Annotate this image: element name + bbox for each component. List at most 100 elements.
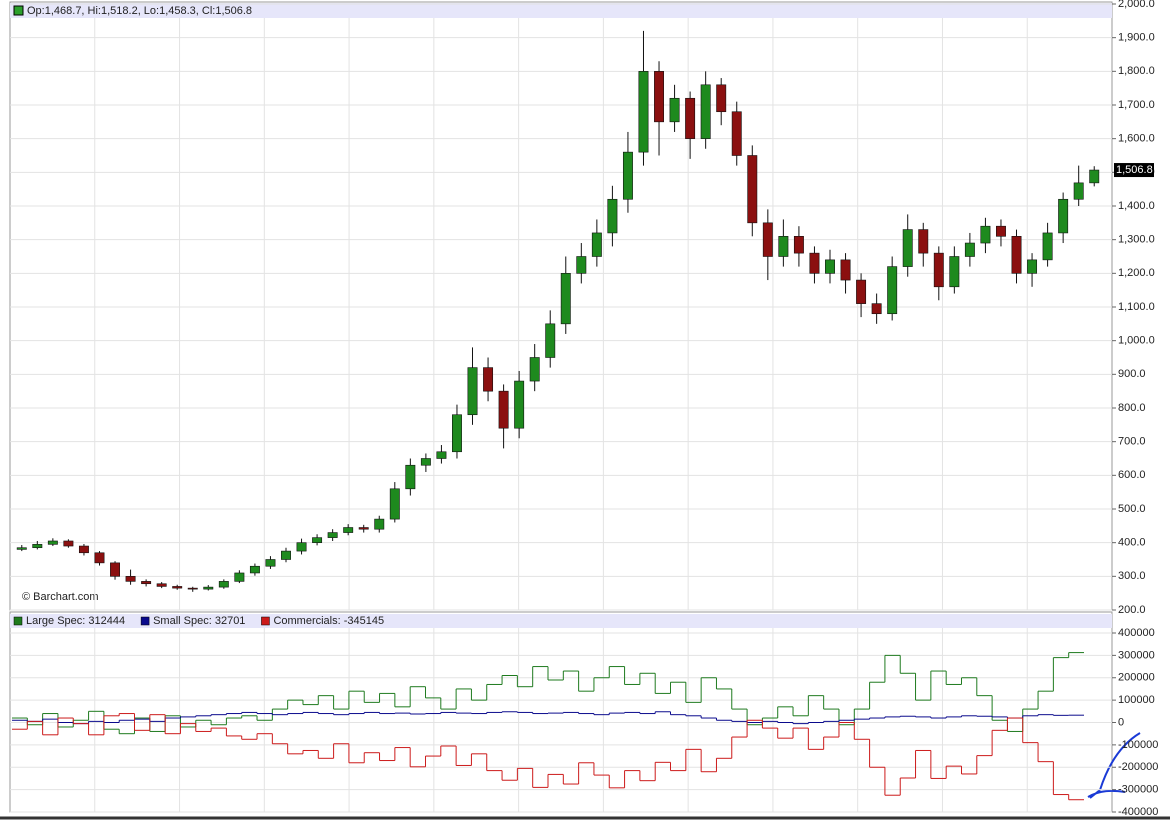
candle-body — [856, 279, 867, 304]
candle-body — [1089, 169, 1100, 184]
candle-body — [622, 151, 633, 200]
candle-body — [529, 357, 540, 382]
candle-body — [249, 565, 260, 574]
candle-body — [156, 583, 167, 587]
candle-body — [654, 71, 664, 123]
candle-body — [374, 518, 385, 530]
candle-body — [545, 323, 556, 358]
info-swatch — [13, 5, 24, 16]
y-tick-label: 2,000.0 — [1118, 0, 1155, 10]
candle-body — [420, 458, 431, 466]
price-info: Op:1,468.7, Hi:1,518.2, Lo:1,458.3, Cl:1… — [27, 5, 252, 17]
legend-label: Large Spec: 312444 — [26, 615, 125, 627]
candle-body — [498, 390, 509, 429]
legend-swatch — [140, 616, 150, 626]
candle-body — [902, 229, 913, 267]
candle-body — [16, 547, 27, 550]
candle-body — [607, 198, 618, 234]
candle-body — [63, 540, 74, 547]
candle-body — [94, 552, 105, 564]
candle-body — [436, 451, 447, 459]
candle-body — [483, 367, 494, 392]
y-tick-label: 1,100.0 — [1118, 301, 1155, 313]
candle-body — [405, 464, 416, 490]
candle-body — [1058, 198, 1069, 234]
candle-body — [685, 97, 696, 139]
candle-body — [389, 488, 400, 520]
candle-body — [1042, 232, 1053, 261]
candle-body — [327, 532, 338, 538]
legend-swatch — [261, 616, 270, 626]
candle-body — [809, 252, 820, 274]
y-tick-label: -300000 — [1118, 784, 1158, 796]
candle-body — [591, 232, 602, 257]
y-tick-label: 800.0 — [1118, 402, 1146, 414]
price-header — [10, 3, 1112, 18]
candle-body — [996, 225, 1006, 237]
y-tick-label: -100000 — [1118, 739, 1158, 751]
candle-body — [265, 559, 276, 567]
y-tick-label: -200000 — [1118, 761, 1158, 773]
candle-body — [793, 236, 804, 254]
candle-body — [281, 550, 291, 560]
y-tick-label: 1,700.0 — [1118, 99, 1155, 111]
candle-body — [964, 242, 975, 257]
y-tick-label: 400.0 — [1118, 537, 1146, 549]
y-tick-label: 1,800.0 — [1118, 65, 1155, 77]
candle-body — [949, 256, 960, 288]
y-tick-label: 400000 — [1118, 627, 1155, 639]
candle-body — [560, 273, 571, 325]
candle-body — [187, 587, 198, 590]
last-price-label: 1,506.8 — [1116, 164, 1153, 176]
legend-label: Small Spec: 32701 — [153, 615, 245, 627]
candle-body — [918, 229, 929, 254]
y-tick-label: 500.0 — [1118, 503, 1146, 515]
candle-body — [32, 544, 43, 549]
watermark: © Barchart.com — [22, 591, 99, 603]
candle-body — [234, 572, 245, 582]
y-tick-label: 1,000.0 — [1118, 335, 1155, 347]
candle-body — [218, 581, 229, 588]
candle-body — [47, 540, 58, 545]
candle-body — [1073, 182, 1084, 200]
candle-body — [141, 581, 152, 585]
candle-body — [358, 527, 369, 530]
candle-body — [638, 71, 649, 153]
candle-body — [731, 111, 742, 156]
candle-body — [716, 84, 727, 113]
y-tick-label: 300000 — [1118, 649, 1155, 661]
candle-body — [887, 266, 898, 315]
y-tick-label: 900.0 — [1118, 368, 1146, 380]
candle-body — [747, 155, 758, 224]
last-price-box — [1114, 163, 1154, 178]
candle-body — [825, 259, 835, 274]
y-tick-label: 100000 — [1118, 694, 1155, 706]
y-tick-label: 300.0 — [1118, 570, 1146, 582]
candle-body — [1027, 259, 1038, 274]
candle-body — [172, 586, 183, 589]
candle-body — [778, 236, 789, 257]
candle-body — [514, 380, 525, 429]
cot-header — [10, 614, 1112, 628]
candle-body — [762, 222, 773, 257]
y-tick-label: 0 — [1118, 716, 1124, 728]
candle-body — [296, 542, 307, 552]
candle-body — [312, 537, 323, 543]
candle-body — [840, 259, 851, 281]
candle-body — [980, 225, 991, 244]
y-tick-label: 1,300.0 — [1118, 234, 1155, 246]
candle-body — [452, 414, 462, 453]
candle-body — [467, 367, 478, 416]
legend-label: Commercials: -345145 — [273, 615, 384, 627]
y-tick-label: 200.0 — [1118, 604, 1146, 616]
candle-body — [576, 256, 587, 274]
candle-body — [669, 97, 680, 123]
cot-pane — [9, 611, 1113, 813]
y-tick-label: 700.0 — [1118, 436, 1146, 448]
y-tick-label: 200000 — [1118, 672, 1155, 684]
y-tick-label: 1,600.0 — [1118, 133, 1155, 145]
candle-body — [700, 84, 711, 139]
y-tick-label: 1,200.0 — [1118, 267, 1155, 279]
candle-body — [343, 527, 354, 533]
